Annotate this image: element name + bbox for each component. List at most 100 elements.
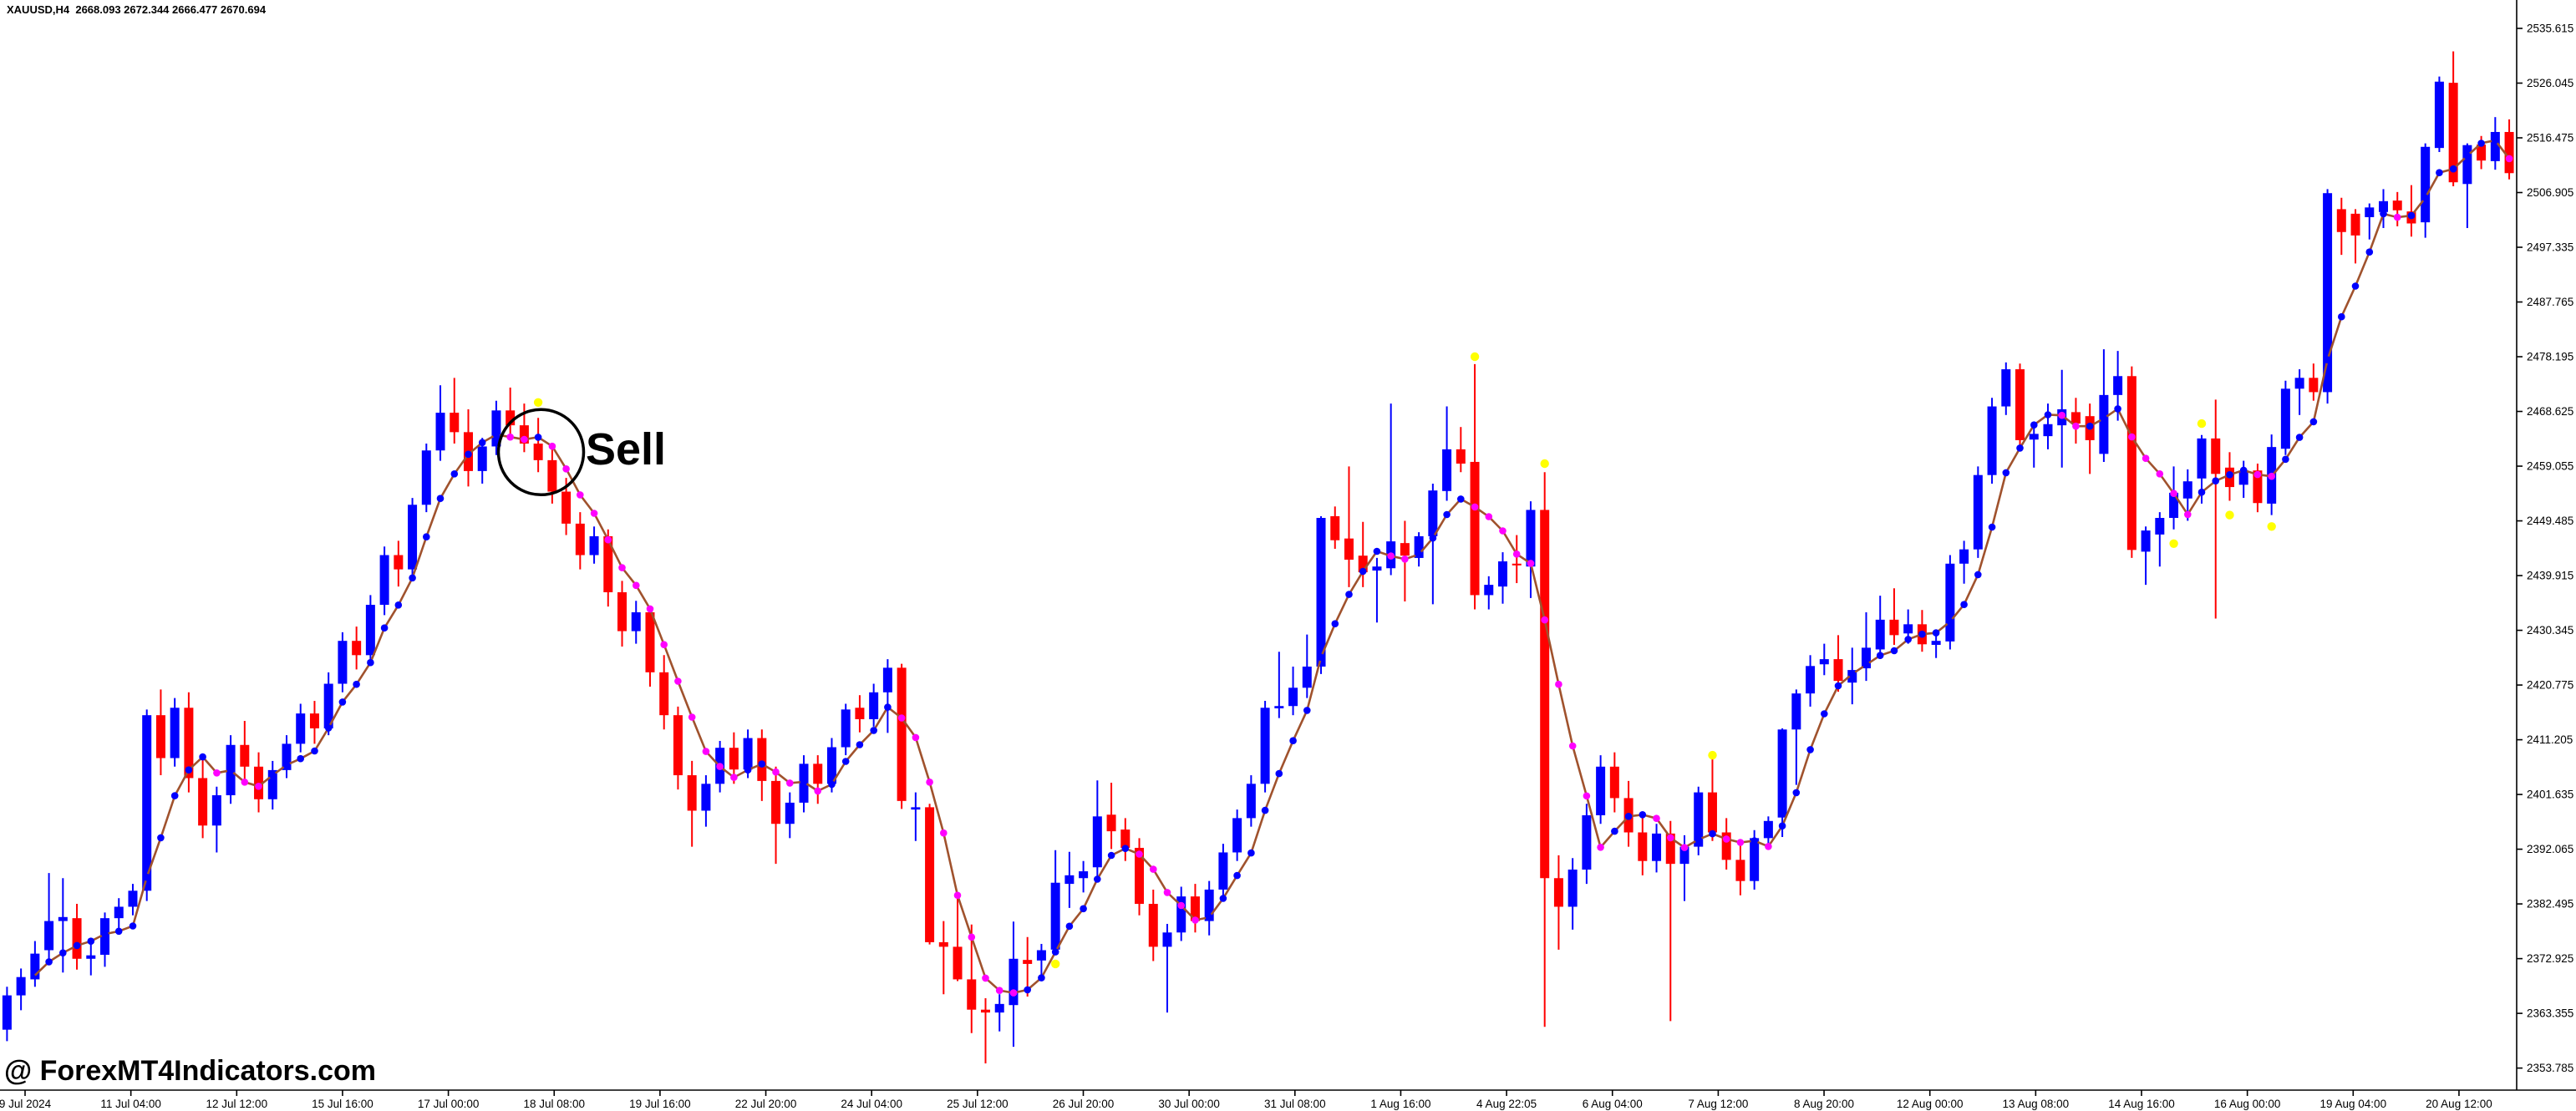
bull-candle — [1079, 871, 1089, 879]
bear-candle — [72, 918, 82, 959]
time-tick-label: 13 Aug 08:00 — [2003, 1098, 2070, 1110]
bull-candle — [2280, 388, 2290, 449]
bull-candle — [1204, 889, 1214, 921]
ma-dot-up — [1233, 871, 1241, 880]
ma-dot-up — [353, 680, 360, 688]
bull-candle — [701, 784, 711, 811]
price-tick-label: 2363.355 — [2527, 1007, 2573, 1020]
bear-candle — [198, 778, 208, 826]
time-tick-label: 25 Jul 12:00 — [947, 1098, 1009, 1110]
bull-candle — [1232, 818, 1242, 853]
ma-dot-up — [478, 439, 486, 447]
ma-dot-up — [45, 958, 53, 966]
ma-dot-down — [1177, 901, 1185, 910]
bear-candle — [673, 715, 683, 776]
ma-dot-down — [521, 435, 528, 444]
time-tick-label: 26 Jul 20:00 — [1053, 1098, 1115, 1110]
ma-dot-up — [2324, 356, 2331, 364]
bull-candle — [1036, 950, 1046, 961]
ma-dot-up — [394, 601, 403, 609]
ma-dot-down — [2393, 213, 2401, 221]
bear-candle — [2448, 83, 2458, 183]
time-tick-label: 12 Aug 00:00 — [1897, 1098, 1964, 1110]
ma-dot-up — [1094, 875, 1101, 883]
bull-candle — [911, 807, 921, 810]
ma-dot-down — [548, 442, 556, 450]
ma-dot-up — [2197, 488, 2206, 496]
ma-dot-up — [338, 698, 347, 706]
ma-dot-up — [1918, 630, 1926, 638]
signal-dot-below — [2267, 522, 2276, 531]
ma-dot-up — [1876, 652, 1884, 659]
ma-dot-up — [1205, 913, 1213, 921]
time-tick-label: 14 Aug 16:00 — [2108, 1098, 2175, 1110]
bull-candle — [1694, 792, 1704, 847]
ma-dot-up — [800, 778, 808, 786]
price-tick-label: 2372.925 — [2527, 952, 2573, 965]
ma-dot-down — [1387, 552, 1395, 560]
ma-dot-down — [716, 763, 724, 770]
ma-dot-up — [856, 741, 864, 748]
ma-dot-down — [2058, 411, 2065, 419]
ma-dot-down — [255, 783, 262, 790]
bear-candle — [813, 763, 823, 784]
bear-candle — [645, 611, 655, 672]
ma-dot-up — [2436, 169, 2443, 176]
ma-dot-up — [2449, 165, 2457, 173]
time-tick-label: 11 Jul 04:00 — [100, 1098, 161, 1110]
bull-candle — [282, 743, 292, 770]
ma-dot-up — [185, 766, 193, 774]
bull-candle — [1050, 882, 1060, 950]
ma-dot-down — [633, 581, 640, 590]
bull-candle — [743, 738, 753, 770]
ma-dot-up — [2016, 444, 2024, 452]
bull-candle — [1092, 816, 1102, 868]
price-tick-label: 2468.625 — [2527, 405, 2573, 418]
ma-dot-down — [1736, 839, 1745, 846]
ma-dot-down — [772, 768, 780, 776]
bull-candle — [142, 715, 152, 891]
bull-candle — [1903, 624, 1913, 634]
ma-dot-up — [226, 766, 235, 774]
bear-candle — [506, 410, 516, 426]
bull-candle — [869, 692, 879, 719]
bear-candle — [547, 459, 557, 492]
ma-dot-down — [2170, 490, 2177, 497]
signal-dot-below — [2225, 510, 2234, 520]
ma-dot-down — [213, 769, 221, 777]
ma-dot-up — [1121, 845, 1130, 852]
ma-dot-up — [1806, 746, 1814, 753]
ma-dot-down — [982, 974, 989, 982]
ma-dot-up — [2100, 414, 2108, 423]
ma-dot-up — [841, 758, 850, 765]
time-tick-label: 12 Jul 12:00 — [206, 1098, 268, 1110]
bear-candle — [2253, 470, 2263, 504]
bull-candle — [1176, 896, 1186, 933]
time-tick-label: 19 Aug 04:00 — [2320, 1098, 2387, 1110]
bear-candle — [953, 946, 963, 980]
candles-layer — [2, 51, 2514, 1064]
ma-dot-down — [590, 510, 598, 517]
bull-candle — [421, 450, 431, 505]
ma-dot-up — [2380, 210, 2387, 218]
bear-candle — [2015, 369, 2025, 440]
ma-dot-up — [2407, 211, 2416, 220]
bear-candle — [855, 708, 865, 719]
bull-candle — [1806, 666, 1816, 694]
ma-dot-up — [101, 930, 109, 938]
bear-candle — [352, 641, 362, 656]
ma-dot-down — [912, 733, 920, 742]
bull-candle — [1763, 820, 1773, 839]
ma-dot-up — [1848, 670, 1857, 678]
bear-candle — [1889, 619, 1899, 636]
signal-dot-above — [533, 398, 543, 407]
ma-dot-up — [1694, 835, 1702, 844]
ma-dot-down — [577, 491, 584, 499]
signal-dot-above — [1470, 352, 1480, 362]
ma-dot-up — [1624, 813, 1633, 820]
bull-candle — [477, 446, 487, 471]
ma-dot-down — [2128, 433, 2136, 441]
ma-line — [33, 139, 2511, 994]
